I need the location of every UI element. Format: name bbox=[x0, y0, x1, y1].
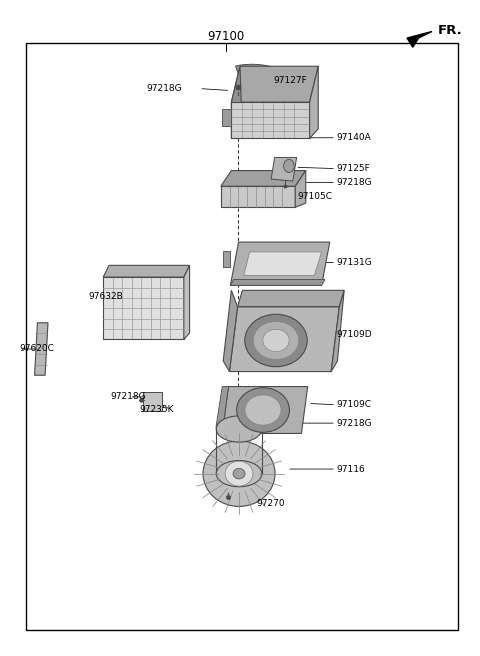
Polygon shape bbox=[244, 252, 322, 276]
Polygon shape bbox=[236, 64, 297, 88]
Ellipse shape bbox=[245, 314, 307, 367]
Polygon shape bbox=[184, 265, 190, 339]
Text: 97105C: 97105C bbox=[298, 192, 333, 201]
Ellipse shape bbox=[225, 461, 253, 486]
Polygon shape bbox=[35, 323, 48, 375]
Ellipse shape bbox=[245, 395, 281, 425]
Polygon shape bbox=[222, 109, 231, 126]
Text: 97125F: 97125F bbox=[336, 164, 370, 173]
Polygon shape bbox=[231, 102, 310, 138]
Polygon shape bbox=[216, 386, 228, 434]
Text: 97218G: 97218G bbox=[110, 392, 146, 401]
Polygon shape bbox=[331, 291, 344, 371]
Polygon shape bbox=[295, 171, 306, 207]
Text: 97632B: 97632B bbox=[89, 292, 123, 301]
Text: 97218G: 97218G bbox=[336, 419, 372, 428]
Text: 97270: 97270 bbox=[257, 499, 286, 508]
Text: 97235K: 97235K bbox=[139, 405, 174, 415]
Text: 97140A: 97140A bbox=[336, 133, 371, 142]
Ellipse shape bbox=[237, 388, 289, 432]
Polygon shape bbox=[238, 291, 344, 307]
Text: 97131G: 97131G bbox=[336, 258, 372, 267]
Polygon shape bbox=[221, 186, 295, 207]
Polygon shape bbox=[231, 66, 242, 138]
Ellipse shape bbox=[284, 159, 294, 173]
Polygon shape bbox=[103, 277, 184, 339]
Ellipse shape bbox=[233, 468, 245, 479]
Polygon shape bbox=[407, 31, 432, 47]
Text: 97620C: 97620C bbox=[19, 344, 54, 354]
Ellipse shape bbox=[253, 321, 299, 359]
Polygon shape bbox=[223, 291, 238, 371]
Text: 97127F: 97127F bbox=[274, 75, 307, 85]
FancyBboxPatch shape bbox=[143, 392, 162, 411]
Polygon shape bbox=[229, 307, 339, 371]
Text: 97100: 97100 bbox=[207, 30, 244, 43]
Polygon shape bbox=[231, 66, 318, 102]
Ellipse shape bbox=[216, 461, 262, 487]
Text: 97109C: 97109C bbox=[336, 400, 371, 409]
Text: 97218G: 97218G bbox=[147, 84, 182, 93]
Polygon shape bbox=[103, 265, 190, 277]
Ellipse shape bbox=[203, 441, 275, 506]
Text: 97116: 97116 bbox=[336, 464, 365, 474]
Polygon shape bbox=[230, 279, 325, 285]
Polygon shape bbox=[310, 66, 318, 138]
Polygon shape bbox=[271, 157, 297, 181]
Polygon shape bbox=[223, 251, 230, 267]
Polygon shape bbox=[222, 386, 308, 434]
Text: 97109D: 97109D bbox=[336, 330, 372, 339]
Text: FR.: FR. bbox=[438, 24, 463, 37]
Text: 97218G: 97218G bbox=[336, 178, 372, 187]
Polygon shape bbox=[230, 242, 330, 285]
Ellipse shape bbox=[263, 329, 289, 352]
Bar bbox=[26, 43, 458, 630]
Ellipse shape bbox=[216, 416, 262, 442]
Polygon shape bbox=[221, 171, 306, 186]
